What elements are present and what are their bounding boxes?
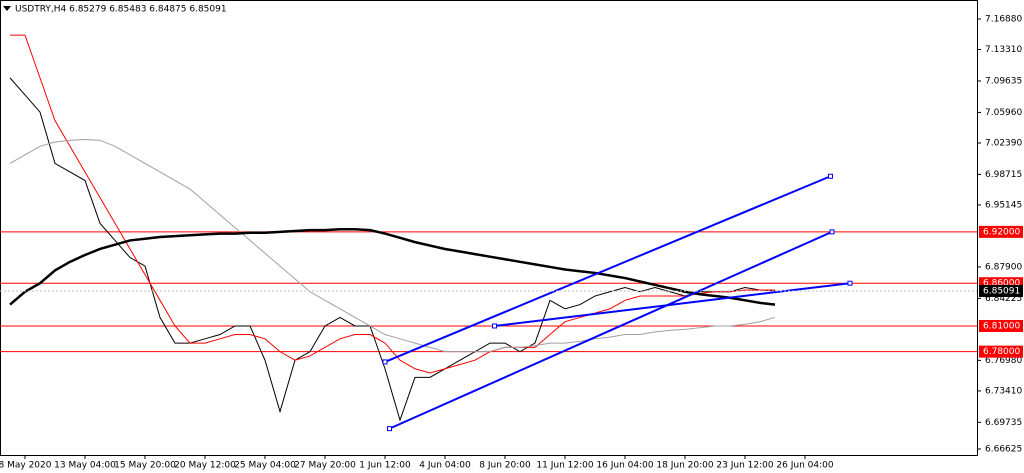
price-line (10, 34, 775, 374)
y-tick-label: 6.84225 (985, 294, 1022, 304)
trendline-anchor (387, 426, 392, 432)
x-tick-label: 8 May 2020 (0, 461, 52, 471)
chart-title: USDTRY,H4 6.85279 6.85483 6.84875 6.8509… (15, 5, 227, 15)
y-tick-label: 7.16880 (985, 14, 1022, 24)
trendline (389, 230, 833, 430)
y-tick-label: 7.02390 (985, 138, 1022, 148)
x-tick-label: 11 Jun 12:00 (536, 461, 593, 471)
trendline-anchor (492, 323, 497, 329)
x-tick-label: 13 May 04:00 (54, 461, 116, 471)
y-tick-label: 6.66625 (985, 444, 1022, 454)
x-tick-label: 20 May 12:00 (174, 461, 236, 471)
trendline-anchor (828, 173, 833, 179)
y-tick-label: 6.69735 (985, 418, 1022, 428)
price-line (9, 138, 776, 353)
level-label-box (979, 225, 1023, 238)
y-tick-label: 7.13310 (985, 45, 1022, 55)
level-label: 6.92000 (983, 227, 1020, 237)
y-tick-label: 6.98715 (985, 170, 1022, 180)
price-line (9, 228, 776, 306)
x-tick-label: 25 May 04:00 (234, 461, 296, 471)
x-tick-label: 1 Jun 12:00 (359, 461, 411, 471)
level-label: 6.78000 (983, 347, 1020, 357)
y-tick-label: 7.09635 (985, 76, 1022, 86)
menu-arrow[interactable] (3, 6, 11, 11)
level-label: 6.86000 (983, 279, 1020, 289)
plot-frame (0, 0, 978, 456)
y-tick-label: 6.87900 (985, 262, 1022, 272)
x-tick-label: 23 Jun 12:00 (716, 461, 773, 471)
y-tick-label: 7.05960 (985, 108, 1022, 118)
y-tick-label: 6.95145 (985, 200, 1022, 210)
x-tick-label: 27 May 20:00 (294, 461, 356, 471)
x-tick-label: 15 May 20:00 (114, 461, 176, 471)
x-tick-label: 18 Jun 20:00 (656, 461, 713, 471)
trendline (384, 175, 831, 363)
level-label: 6.81000 (983, 321, 1020, 331)
current-price-box (979, 284, 1023, 297)
x-tick-label: 26 Jun 04:00 (776, 461, 833, 471)
level-label-box (979, 345, 1023, 358)
x-tick-label: 16 Jun 04:00 (596, 461, 653, 471)
trendline-anchor (847, 280, 853, 286)
level-label-box (979, 319, 1023, 332)
trendline (494, 282, 851, 327)
trendline-anchor (382, 359, 388, 365)
y-tick-label: 6.76980 (985, 356, 1022, 366)
x-tick-label: 4 Jun 04:00 (419, 461, 471, 471)
trendline-anchor (829, 229, 835, 235)
x-tick-label: 8 Jun 20:00 (479, 461, 531, 471)
y-tick-label: 6.73410 (985, 386, 1022, 396)
current-price-label: 6.85091 (983, 286, 1020, 296)
